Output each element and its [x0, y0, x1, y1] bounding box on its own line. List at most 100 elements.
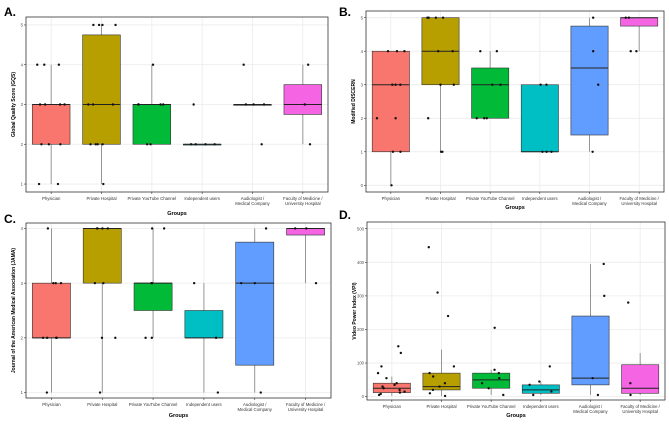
data-point — [55, 336, 58, 340]
data-point — [395, 50, 399, 53]
data-point — [480, 382, 484, 385]
data-point — [162, 103, 165, 106]
data-point — [43, 63, 46, 66]
y-axis-title: Modified DISCERN — [351, 79, 357, 124]
data-point — [391, 83, 394, 86]
y-axis-title: Journal of the American Medical Associat… — [11, 248, 17, 374]
x-tick-label: Independent users — [523, 404, 559, 409]
box-2 — [82, 227, 122, 394]
data-point — [314, 281, 318, 285]
data-point — [426, 16, 429, 19]
y-tick-label: 100 — [357, 361, 365, 366]
data-point — [204, 143, 207, 146]
y-tick-label: 300 — [357, 293, 365, 298]
data-point — [101, 143, 104, 146]
data-point — [52, 281, 55, 285]
box-4 — [521, 365, 560, 397]
x-axis-title: Groups — [167, 211, 187, 217]
data-point — [106, 227, 110, 230]
data-point — [596, 393, 600, 397]
data-point — [100, 336, 104, 340]
data-point — [259, 391, 262, 394]
data-point — [482, 117, 486, 120]
plot-area — [367, 222, 665, 400]
data-point — [479, 50, 482, 53]
panel-c: C. 1 2 3 4 Physician Private Hospital Private Y… — [4, 212, 332, 419]
x-axis-title: Groups — [169, 413, 189, 419]
panel-label: B. — [339, 5, 351, 19]
data-point — [213, 143, 216, 146]
y-tick-label: 400 — [357, 260, 365, 265]
data-point — [532, 393, 535, 397]
y-tick-label: 4 — [21, 62, 24, 67]
data-point — [545, 150, 548, 153]
data-point — [94, 143, 97, 146]
box-3 — [472, 326, 511, 397]
data-point — [96, 227, 99, 230]
data-point — [603, 294, 606, 298]
data-point — [591, 50, 595, 53]
data-point — [398, 388, 401, 392]
data-point — [431, 388, 435, 392]
data-point — [240, 281, 243, 285]
x-tick-label: Independent users — [186, 402, 222, 407]
data-point — [428, 392, 432, 395]
panel-label: C. — [4, 212, 16, 226]
data-point — [385, 376, 388, 380]
data-point — [253, 281, 256, 285]
data-point — [260, 143, 263, 146]
data-point — [394, 117, 397, 120]
data-point — [137, 103, 140, 106]
y-tick-label: 3 — [21, 281, 24, 286]
x-tick-label: Independent users — [522, 196, 558, 201]
data-point — [101, 227, 104, 230]
data-point — [451, 50, 454, 53]
data-point — [397, 345, 400, 348]
x-tick-label: Audiologist / — [578, 196, 602, 201]
data-point — [375, 117, 379, 120]
y-tick-label: 2 — [21, 142, 24, 147]
data-point — [89, 143, 92, 146]
data-point — [58, 103, 62, 106]
box-5 — [233, 63, 272, 146]
data-point — [150, 336, 154, 340]
x-tick-label: Private YouTube Channel — [467, 404, 516, 409]
data-point — [629, 382, 632, 385]
data-point — [102, 182, 105, 186]
data-point — [624, 16, 627, 19]
box-5 — [235, 227, 275, 394]
data-point — [306, 63, 310, 66]
x-tick-label: Physician — [383, 404, 402, 409]
y-tick-label: 4 — [361, 49, 364, 54]
x-tick-label: Faculty of Medicine / — [286, 402, 326, 407]
data-point — [92, 23, 95, 27]
y-axis-title: Video Power Index (VPI) — [352, 282, 358, 339]
y-tick-label: 1 — [361, 149, 364, 154]
box-body — [571, 315, 610, 386]
data-point — [308, 143, 312, 146]
x-tick-label: Private YouTube Channel — [128, 196, 177, 201]
data-point — [443, 394, 447, 398]
data-point — [41, 336, 45, 340]
data-point — [145, 143, 149, 146]
data-point — [54, 281, 57, 285]
x-tick-label: Independent users — [184, 196, 220, 201]
box-body — [620, 17, 659, 27]
data-point — [443, 382, 447, 385]
box-1 — [372, 345, 411, 397]
box-body — [521, 384, 560, 394]
x-tick-label: Private Hospital — [87, 402, 117, 407]
box-body — [82, 228, 122, 284]
x-axis-title: Groups — [506, 413, 526, 419]
box-body — [283, 84, 323, 115]
data-point — [485, 117, 488, 120]
box-4 — [184, 281, 224, 394]
plot-border — [365, 10, 665, 193]
data-point — [436, 291, 439, 294]
data-point — [40, 143, 43, 146]
data-point — [428, 371, 431, 375]
data-point — [150, 281, 154, 285]
y-tick-label: 200 — [357, 327, 365, 332]
data-point — [627, 16, 631, 19]
